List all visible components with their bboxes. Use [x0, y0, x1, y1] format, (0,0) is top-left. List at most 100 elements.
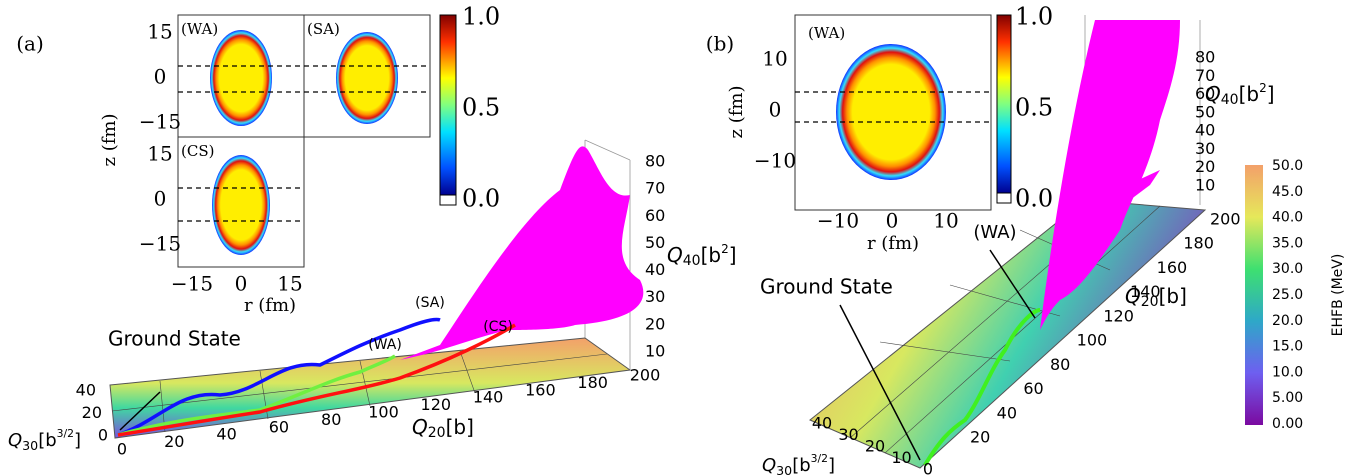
- colorbar-tick-label: 10.0: [1272, 364, 1303, 380]
- tick-label: 20: [82, 403, 102, 422]
- colorbar-tick-label: 0.5: [462, 94, 500, 122]
- annotation: Ground State: [760, 275, 893, 299]
- colorbar-tick-label: 5.00: [1272, 390, 1303, 406]
- annotation: Ground State: [108, 327, 241, 351]
- axis-label-part: [b: [792, 455, 810, 475]
- axis-label-part: 30: [22, 438, 38, 453]
- axis-label-part: ]: [729, 243, 737, 267]
- axis-label: Q20[b]: [412, 415, 474, 442]
- y-tick-label: 15: [147, 142, 172, 166]
- axis-label-part: 20: [428, 425, 446, 441]
- tick-label: 80: [1050, 355, 1070, 374]
- annotation: (SA): [415, 295, 445, 311]
- axis-label-part: 3/2: [811, 452, 828, 465]
- tick-label: 10: [1195, 176, 1215, 195]
- tick-label: 10: [891, 448, 911, 467]
- inset-label: (WA): [181, 20, 218, 38]
- axis-label-part: [b: [38, 430, 56, 451]
- colorbar-tick-label: 40.0: [1272, 210, 1303, 226]
- x-tick-label: 40: [216, 425, 236, 444]
- tick-label: 80: [645, 152, 665, 171]
- tick-label: 40: [1195, 121, 1215, 140]
- axis-label-part: Q: [667, 243, 683, 267]
- figure: (a)(WA)(SA)(CS)150−15150−15−15015r (fm)z…: [0, 0, 1354, 475]
- colorbar-label: EHFB (MeV): [1330, 254, 1346, 337]
- x-tick-label: 0: [117, 440, 127, 459]
- colorbar-tick-label: 0.0: [462, 185, 500, 213]
- tick-label: 100: [1077, 331, 1108, 350]
- x-tick-label: 160: [525, 380, 556, 399]
- density-colorbar: [997, 15, 1011, 193]
- tick-label: 20: [970, 428, 990, 447]
- tick-label: 10: [645, 342, 665, 361]
- tick-label: 60: [1023, 379, 1043, 398]
- tick-label: 30: [1195, 139, 1215, 158]
- tick-label: 60: [645, 206, 665, 225]
- tick-label: 20: [645, 314, 665, 333]
- x-axis-label: r (fm): [867, 233, 919, 254]
- x-tick-label: 140: [473, 388, 504, 407]
- axis-label-part: 2: [721, 242, 729, 256]
- x-tick-label: 200: [630, 366, 661, 385]
- tick-label: 40: [76, 381, 96, 400]
- x-tick-label: 80: [321, 410, 341, 429]
- colorbar-tick-label: 25.0: [1272, 287, 1303, 303]
- tick-label: 50: [645, 233, 665, 252]
- y-tick-label: 0: [154, 65, 167, 89]
- axis-label: Q40[b2]: [1205, 81, 1275, 109]
- axis-label: Q40[b2]: [667, 242, 737, 270]
- y-tick-label: −15: [139, 110, 181, 134]
- axis-label-part: 2: [1259, 81, 1267, 95]
- tick-label: 200: [1210, 210, 1241, 229]
- axis-label-part: [b]: [1159, 284, 1187, 308]
- fission-surface: [400, 146, 643, 360]
- colorbar-tick-label: 50.0: [1272, 158, 1303, 174]
- axis-label-part: Q: [1125, 284, 1141, 308]
- density-colorbar: [440, 15, 456, 195]
- x-axis-label: r (fm): [244, 295, 296, 316]
- tick-label: 180: [1183, 234, 1214, 253]
- axis-label-part: [b: [701, 243, 722, 267]
- tick-label: 20: [865, 437, 885, 456]
- x-tick-label: 0: [886, 209, 899, 233]
- x-tick-label: 180: [577, 373, 608, 392]
- axis-label-part: Q: [1205, 82, 1221, 106]
- colorbar-tick-label: 30.0: [1272, 261, 1303, 277]
- tick-label: 30: [838, 425, 858, 444]
- axis-label-part: Q: [8, 430, 22, 451]
- axis-label: Q30[b3/2]: [8, 427, 81, 453]
- inset-label: (SA): [307, 20, 340, 38]
- tick-label: 40: [997, 403, 1017, 422]
- y-axis-label: z (fm): [726, 86, 747, 139]
- density-map: [836, 44, 946, 180]
- energy-colorbar: [1245, 165, 1263, 425]
- x-tick-label: 120: [421, 395, 452, 414]
- tick-label: 40: [812, 414, 832, 433]
- x-tick-label: 100: [368, 403, 399, 422]
- colorbar-tick-label: 0.00: [1272, 416, 1303, 432]
- colorbar-tick-label: 1.0: [462, 3, 500, 31]
- y-tick-label: −10: [754, 149, 796, 173]
- axis-label-part: ]: [1267, 82, 1275, 106]
- y-tick-label: 0: [154, 187, 167, 211]
- tick-label: 70: [645, 179, 665, 198]
- x-tick-label: 15: [277, 272, 302, 296]
- inset-label: (WA): [808, 24, 845, 42]
- colorbar-tick-label: 35.0: [1272, 235, 1303, 251]
- axis-label-part: Q: [412, 415, 428, 439]
- axis-label-part: 40: [1221, 92, 1239, 108]
- annotation: (CS): [483, 319, 513, 335]
- axis-label-part: ]: [828, 455, 835, 475]
- annotation: (WA): [368, 337, 402, 353]
- x-tick-label: −10: [817, 209, 859, 233]
- y-tick-label: 10: [762, 47, 787, 71]
- tick-label: 120: [1103, 306, 1134, 325]
- y-axis-label: z (fm): [99, 114, 120, 167]
- x-tick-label: 10: [933, 209, 958, 233]
- y-tick-label: 15: [147, 20, 172, 44]
- axis-label-part: 40: [683, 253, 701, 269]
- colorbar-tick-label: 15.0: [1272, 339, 1303, 355]
- tick-label: 20: [1195, 157, 1215, 176]
- axis-label-part: 3/2: [57, 427, 74, 440]
- y-tick-label: 0: [769, 98, 782, 122]
